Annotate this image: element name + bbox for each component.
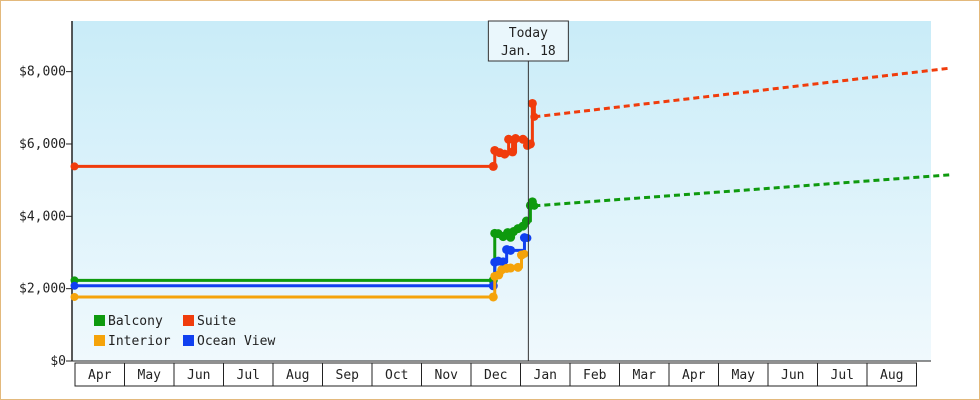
data-point (520, 249, 529, 258)
today-label: Today (509, 26, 548, 41)
today-box (487, 20, 569, 62)
x-tick-label: Apr (682, 368, 706, 383)
today-date: Jan. 18 (501, 44, 556, 59)
x-tick-label: Jul (831, 368, 854, 383)
data-point (508, 147, 518, 157)
legend-swatch (183, 315, 194, 326)
data-point (521, 216, 531, 226)
x-tick-label: Jul (237, 368, 260, 383)
data-point (525, 139, 535, 149)
legend-label: Suite (197, 314, 236, 329)
x-tick-label: Jun (781, 368, 804, 383)
legend-swatch (94, 335, 105, 346)
legend-label: Interior (108, 334, 171, 349)
x-tick-label: May (138, 368, 162, 383)
x-tick-label: Mar (633, 368, 657, 383)
x-tick-label: Aug (286, 368, 309, 383)
y-tick-label: $6,000 (19, 137, 66, 152)
data-point (70, 281, 79, 290)
y-tick-label: $2,000 (19, 282, 66, 297)
x-tick-label: Apr (88, 368, 112, 383)
x-tick-label: Nov (435, 368, 459, 383)
legend-label: Balcony (108, 314, 163, 329)
y-tick-label: $4,000 (19, 209, 66, 224)
legend-swatch (94, 315, 105, 326)
data-point (500, 149, 510, 159)
data-point (527, 98, 537, 108)
data-point (488, 161, 498, 171)
x-tick-label: Oct (385, 368, 408, 383)
plot-background (72, 21, 931, 361)
x-tick-label: Dec (484, 368, 507, 383)
legend-swatch (183, 335, 194, 346)
data-point (513, 262, 523, 272)
data-point (70, 162, 79, 171)
y-tick-label: $8,000 (19, 65, 66, 80)
x-tick-label: Sep (336, 368, 360, 383)
legend-label: Ocean View (197, 334, 275, 349)
data-point (488, 292, 498, 302)
x-tick-label: Aug (880, 368, 903, 383)
x-tick-label: Jun (187, 368, 210, 383)
x-tick-label: Feb (583, 368, 607, 383)
data-point (523, 234, 532, 243)
x-tick-label: May (732, 368, 756, 383)
y-tick-label: $0 (50, 354, 66, 369)
x-tick-label: Jan (534, 368, 557, 383)
data-point (504, 134, 514, 144)
month-cell (866, 362, 917, 387)
data-point (511, 134, 521, 144)
data-point (506, 263, 516, 273)
data-point (506, 245, 516, 255)
data-point (70, 292, 79, 301)
